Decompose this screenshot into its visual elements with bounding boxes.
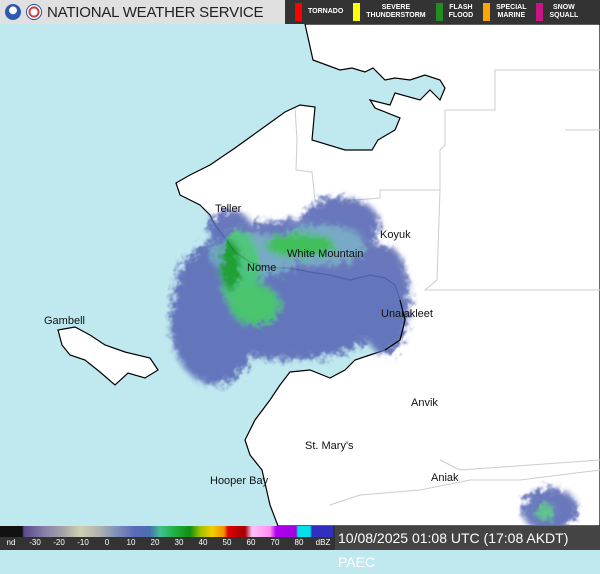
place-label: Aniak: [431, 472, 459, 484]
legend-tick-label: nd: [6, 538, 16, 547]
warning-label: SEVERE THUNDERSTORM: [366, 4, 426, 19]
coast-overlay: [384, 299, 406, 351]
place-label: Teller: [215, 203, 242, 215]
legend-tick-label: 0: [104, 538, 110, 547]
place-label: Anvik: [411, 397, 438, 409]
reflectivity-legend: nd -30 -20 -10 0 10 20 30 40 50 60 70 80 dBZ: [0, 526, 335, 550]
boundaries: [294, 69, 600, 506]
warning-swatch: [483, 3, 491, 21]
warning-2: FLASH FLOOD: [426, 0, 474, 24]
timestamp: 10/08/2025 01:08 UTC (17:08 AKDT) PAEC: [335, 526, 600, 570]
nws-logo: [26, 4, 42, 20]
legend-tick-label: 30: [174, 538, 184, 547]
brand: NATIONAL WEATHER SERVICE: [0, 0, 285, 24]
warning-label: FLASH FLOOD: [448, 4, 474, 19]
dbz-colorbar: [0, 526, 333, 537]
header: NATIONAL WEATHER SERVICE TORNADO SEVERE T…: [0, 0, 600, 24]
warning-swatch: [295, 3, 302, 21]
legend-tick-label: 20: [150, 538, 160, 547]
warning-3: SPECIAL MARINE: [473, 0, 526, 24]
warning-label: SNOW SQUALL: [549, 4, 579, 19]
site-title: NATIONAL WEATHER SERVICE: [47, 3, 264, 21]
warning-label: SPECIAL MARINE: [496, 4, 527, 19]
warning-legend: TORNADO SEVERE THUNDERSTORM FLASH FLOOD SPE…: [285, 0, 600, 24]
place-label: St. Mary's: [305, 440, 354, 452]
noaa-logo: [5, 4, 21, 20]
legend-tick-label: 70: [270, 538, 280, 547]
legend-tick-label: -20: [53, 538, 65, 547]
radar-map[interactable]: [0, 24, 600, 526]
warning-swatch: [353, 3, 361, 21]
place-label: White Mountain: [287, 248, 364, 260]
warning-0: TORNADO: [285, 0, 343, 24]
warning-4: SNOW SQUALL: [526, 0, 578, 24]
place-label: Unalakleet: [381, 308, 433, 320]
legend-tick-label: 50: [222, 538, 232, 547]
place-label: Gambell: [44, 315, 85, 327]
legend-tick-label: 60: [246, 538, 256, 547]
place-label: Hooper Bay: [210, 475, 269, 487]
place-label: Nome: [247, 262, 277, 274]
radar-echoes: [170, 197, 578, 526]
legend-tick-label: -30: [29, 538, 41, 547]
warning-swatch: [536, 3, 544, 21]
legend-tick-label: 80: [294, 538, 304, 547]
legend-tick-label: 10: [126, 538, 136, 547]
warning-label: TORNADO: [308, 8, 344, 15]
place-label: Koyuk: [380, 229, 411, 241]
legend-tick-label: -10: [77, 538, 89, 547]
warning-1: SEVERE THUNDERSTORM: [343, 0, 426, 24]
st-lawrence-island: [57, 326, 159, 386]
legend-tick-label: dBZ: [315, 538, 331, 547]
legend-tick-label: 40: [198, 538, 208, 547]
warning-swatch: [435, 3, 443, 21]
